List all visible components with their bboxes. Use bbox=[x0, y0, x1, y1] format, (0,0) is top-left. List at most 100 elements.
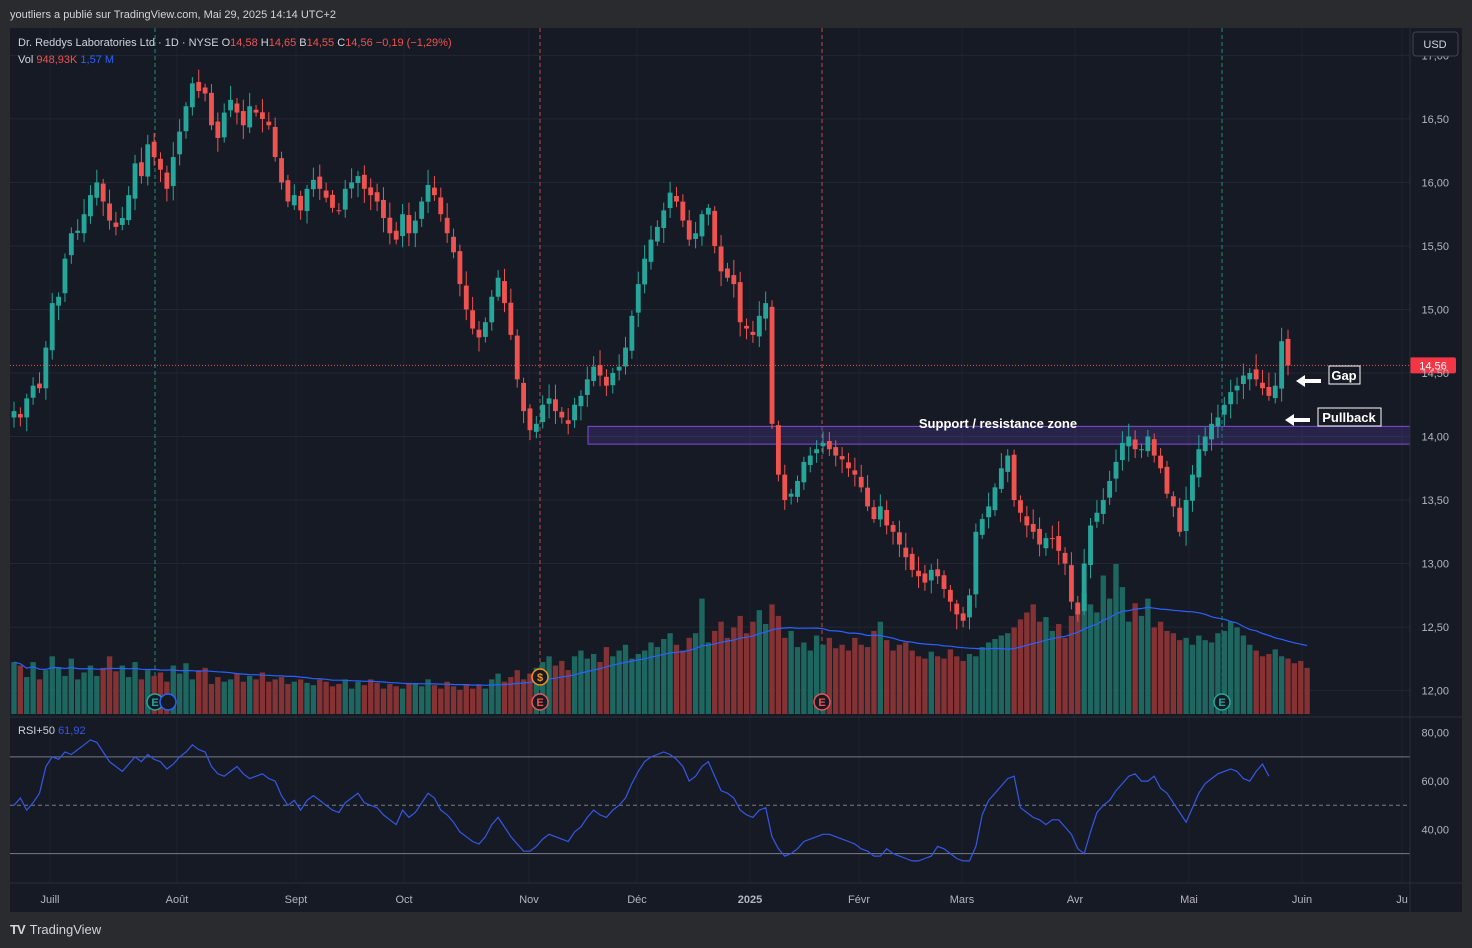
candle-body bbox=[126, 195, 132, 221]
volume-bar bbox=[259, 672, 266, 714]
tradingview-logo-icon: TV bbox=[10, 922, 26, 937]
chart-frame[interactable]: 14,56 E $ E E E Gap Pullback Support / resista… bbox=[10, 28, 1462, 912]
candle-body bbox=[317, 176, 323, 189]
volume-bar bbox=[533, 667, 540, 714]
volume-bar bbox=[406, 682, 412, 714]
volume-bar bbox=[183, 663, 189, 714]
volume-bar bbox=[1298, 660, 1304, 714]
volume-bar bbox=[635, 654, 641, 714]
candle-body bbox=[648, 239, 654, 262]
candle-body bbox=[941, 575, 947, 589]
volume-bar bbox=[922, 658, 928, 714]
volume-bar bbox=[590, 654, 597, 714]
volume-bar bbox=[469, 688, 476, 714]
candle-body bbox=[43, 347, 49, 389]
volume-bar bbox=[1259, 656, 1266, 714]
annotations[interactable]: Gap Pullback Support / resistance zone bbox=[919, 365, 1382, 431]
volume-bar bbox=[699, 598, 705, 714]
volume-bar bbox=[1170, 633, 1177, 714]
event-marker-letter: $ bbox=[537, 672, 543, 684]
candle-body bbox=[833, 447, 839, 456]
candle-body bbox=[1260, 382, 1265, 389]
candle-body bbox=[88, 195, 93, 217]
candle-body bbox=[1196, 449, 1202, 478]
volume-bar bbox=[546, 656, 552, 714]
candle-body bbox=[1139, 449, 1144, 451]
candle-body bbox=[425, 184, 431, 202]
candle-body bbox=[406, 215, 412, 234]
candle-body bbox=[508, 302, 514, 335]
volume-bar bbox=[1106, 598, 1113, 714]
candle-body bbox=[935, 569, 941, 577]
candle-body bbox=[1183, 500, 1189, 532]
volume-bar bbox=[157, 672, 164, 714]
time-tick-label: Déc bbox=[627, 894, 647, 906]
candle-body bbox=[565, 420, 571, 424]
candle-body bbox=[298, 195, 304, 211]
dividend-marker-icon bbox=[531, 668, 549, 686]
volume-bar bbox=[1056, 624, 1062, 714]
volume-bar bbox=[1119, 587, 1126, 714]
candle-body bbox=[482, 322, 488, 337]
candle-body bbox=[451, 236, 456, 253]
volume-bar bbox=[240, 681, 246, 714]
rsi-tick-label: 80,00 bbox=[1421, 728, 1449, 740]
volume-bar bbox=[973, 656, 979, 714]
candle-body bbox=[94, 182, 100, 198]
candle-body bbox=[100, 183, 106, 202]
zone-label: Support / resistance zone bbox=[919, 416, 1077, 431]
volume-bar bbox=[1151, 627, 1157, 714]
volume-bar bbox=[176, 673, 183, 714]
volume-bar bbox=[514, 670, 520, 714]
candle-body bbox=[947, 589, 953, 602]
candle-body bbox=[279, 158, 284, 183]
candle-body bbox=[1056, 536, 1062, 551]
candle-body bbox=[553, 399, 558, 412]
candle-body bbox=[49, 303, 55, 351]
candle-body bbox=[572, 404, 577, 421]
price-tick-label: 15,00 bbox=[1421, 304, 1449, 316]
candle-body bbox=[1100, 500, 1106, 514]
chart-svg[interactable]: 14,56 E $ E E E Gap Pullback Support / resista… bbox=[10, 28, 1462, 912]
volume-bar bbox=[1113, 564, 1119, 714]
candle-body bbox=[24, 398, 30, 418]
volume-bar bbox=[1215, 633, 1221, 714]
event-markers[interactable]: E $ E E E bbox=[146, 668, 1231, 711]
volume-bar bbox=[966, 654, 973, 714]
candle-body bbox=[654, 226, 660, 242]
volume-bar bbox=[272, 679, 278, 714]
volume-bar bbox=[756, 610, 762, 714]
volume-bar bbox=[731, 627, 737, 714]
candle-body bbox=[30, 385, 36, 398]
candle-body bbox=[1081, 563, 1087, 612]
volume-bar bbox=[782, 637, 788, 714]
candle-body bbox=[1037, 528, 1042, 545]
candle-body bbox=[967, 595, 972, 618]
legend-c-value: 14,56 bbox=[345, 37, 376, 49]
candle-body bbox=[444, 217, 450, 234]
volume-bar bbox=[106, 656, 113, 714]
volume-bar bbox=[387, 684, 393, 714]
candle-body bbox=[1049, 538, 1055, 540]
legend-o-label: O bbox=[222, 37, 231, 49]
time-tick-label: Nov bbox=[519, 894, 539, 906]
candle-body bbox=[884, 509, 890, 526]
volume-bar bbox=[374, 682, 380, 714]
volume-bar bbox=[826, 637, 833, 714]
footer[interactable]: TV TradingView bbox=[10, 922, 101, 937]
volume-bar bbox=[380, 688, 387, 714]
volume-bar bbox=[1196, 635, 1202, 714]
candle-body bbox=[266, 121, 272, 126]
candle-body bbox=[107, 203, 112, 221]
candle-body bbox=[699, 214, 705, 237]
volume-bar bbox=[1247, 644, 1253, 714]
candle-body bbox=[763, 303, 769, 319]
volume-bar bbox=[419, 686, 425, 714]
volume-bar bbox=[909, 650, 915, 714]
candle-body bbox=[788, 493, 794, 497]
volume-bar bbox=[954, 656, 960, 714]
candle-body bbox=[170, 157, 176, 187]
candle-body bbox=[597, 365, 603, 376]
volume-bar bbox=[119, 665, 125, 714]
volume-bar bbox=[571, 656, 578, 714]
